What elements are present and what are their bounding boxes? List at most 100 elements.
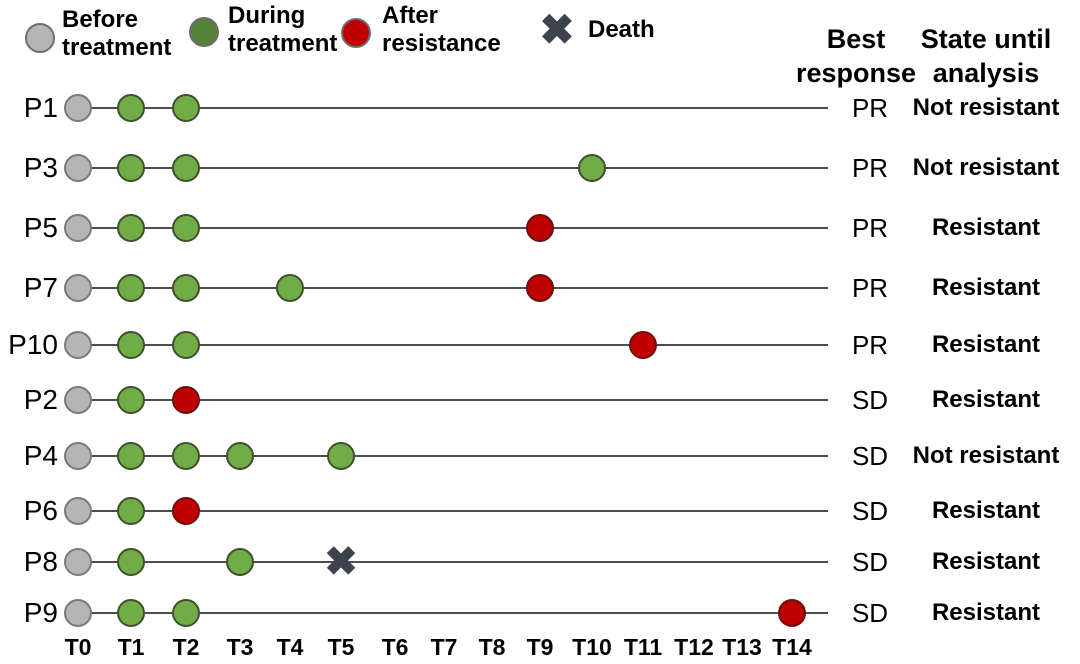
during-marker-icon xyxy=(117,442,145,470)
patient-timeline-line xyxy=(78,612,828,614)
resistance-marker-icon xyxy=(526,274,554,302)
x-tick-label: T0 xyxy=(64,634,92,660)
before-marker-icon xyxy=(64,599,92,627)
resistance-marker-icon xyxy=(172,386,200,414)
best-response-value: SD xyxy=(851,496,889,526)
x-tick-label: T2 xyxy=(172,634,200,660)
during-marker-icon xyxy=(117,94,145,122)
during-marker-icon xyxy=(172,214,200,242)
death-legend-marker-icon: ✖ xyxy=(539,6,575,53)
state-value: Resistant xyxy=(931,548,1041,575)
patient-label: P6 xyxy=(23,495,58,526)
before-treatment-legend-marker-icon xyxy=(25,23,55,53)
resistance-marker-icon xyxy=(172,497,200,525)
during-marker-icon xyxy=(226,442,254,470)
best-response-value: PR xyxy=(851,153,889,183)
patient-label: P7 xyxy=(23,272,58,303)
before-marker-icon xyxy=(64,548,92,576)
best-response-value: PR xyxy=(851,273,889,303)
best-response-header: Best response xyxy=(795,24,917,88)
after-resistance-legend-marker-icon xyxy=(341,18,371,48)
before-marker-icon xyxy=(64,214,92,242)
state-value: Resistant xyxy=(931,386,1041,413)
state-value: Not resistant xyxy=(912,94,1060,121)
before-marker-icon xyxy=(64,497,92,525)
state-value: Not resistant xyxy=(912,154,1060,181)
x-tick-label: T11 xyxy=(623,634,663,660)
best-response-value: SD xyxy=(851,441,889,471)
x-tick-label: T12 xyxy=(674,634,714,660)
during-marker-icon xyxy=(117,548,145,576)
x-tick-label: T10 xyxy=(572,634,612,660)
legend-item-label: After resistance xyxy=(382,2,501,57)
before-marker-icon xyxy=(64,386,92,414)
patient-label: P9 xyxy=(23,597,58,628)
legend-item-label: Before treatment xyxy=(62,6,172,61)
before-marker-icon xyxy=(64,442,92,470)
before-marker-icon xyxy=(64,154,92,182)
legend-item-label: Death xyxy=(588,16,655,43)
x-tick-label: T8 xyxy=(478,634,506,660)
before-marker-icon xyxy=(64,331,92,359)
x-tick-label: T4 xyxy=(276,634,304,660)
x-tick-label: T6 xyxy=(381,634,409,660)
patient-label: P5 xyxy=(23,212,58,243)
during-marker-icon xyxy=(327,442,355,470)
before-marker-icon xyxy=(64,94,92,122)
patient-timeline-line xyxy=(78,287,828,289)
during-marker-icon xyxy=(276,274,304,302)
patient-label: P4 xyxy=(23,440,58,471)
during-marker-icon xyxy=(117,214,145,242)
patient-timeline-line xyxy=(78,227,828,229)
patient-timeline-line xyxy=(78,510,828,512)
before-marker-icon xyxy=(64,274,92,302)
patient-label: P2 xyxy=(23,384,58,415)
resistance-marker-icon xyxy=(526,214,554,242)
best-response-value: PR xyxy=(851,93,889,123)
patient-label: P8 xyxy=(23,546,58,577)
during-marker-icon xyxy=(172,599,200,627)
during-marker-icon xyxy=(226,548,254,576)
x-tick-label: T1 xyxy=(117,634,145,660)
during-marker-icon xyxy=(172,154,200,182)
best-response-value: PR xyxy=(851,213,889,243)
during-marker-icon xyxy=(117,274,145,302)
x-tick-label: T5 xyxy=(327,634,355,660)
x-tick-label: T13 xyxy=(722,634,762,660)
x-tick-label: T7 xyxy=(430,634,458,660)
state-value: Resistant xyxy=(931,214,1041,241)
during-marker-icon xyxy=(172,274,200,302)
patient-timeline-line xyxy=(78,344,828,346)
during-marker-icon xyxy=(117,497,145,525)
patient-timeline-line xyxy=(78,107,828,109)
during-treatment-legend-marker-icon xyxy=(189,17,219,47)
state-value: Resistant xyxy=(931,599,1041,626)
best-response-value: SD xyxy=(851,547,889,577)
state-value: Resistant xyxy=(931,331,1041,358)
resistance-marker-icon xyxy=(629,331,657,359)
best-response-value: PR xyxy=(851,330,889,360)
during-marker-icon xyxy=(117,599,145,627)
best-response-value: SD xyxy=(851,385,889,415)
during-marker-icon xyxy=(117,331,145,359)
death-marker-icon: ✖ xyxy=(324,540,358,584)
patient-timeline-line xyxy=(78,455,828,457)
during-marker-icon xyxy=(172,442,200,470)
resistance-marker-icon xyxy=(778,599,806,627)
state-value: Resistant xyxy=(931,497,1041,524)
x-tick-label: T9 xyxy=(526,634,554,660)
patient-timeline-line xyxy=(78,167,828,169)
during-marker-icon xyxy=(172,331,200,359)
during-marker-icon xyxy=(578,154,606,182)
legend-item-label: During treatment xyxy=(228,2,338,57)
patient-timeline-line xyxy=(78,399,828,401)
patient-label: P10 xyxy=(8,329,58,360)
state-value: Resistant xyxy=(931,274,1041,301)
state-header: State until analysis xyxy=(920,24,1052,88)
state-value: Not resistant xyxy=(912,442,1060,469)
x-tick-label: T3 xyxy=(226,634,254,660)
patient-label: P3 xyxy=(23,152,58,183)
during-marker-icon xyxy=(117,154,145,182)
patient-timeline-line xyxy=(78,561,828,563)
